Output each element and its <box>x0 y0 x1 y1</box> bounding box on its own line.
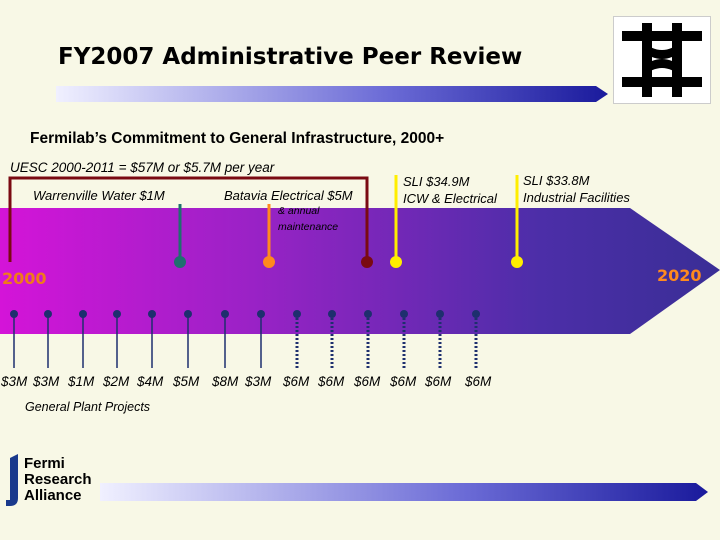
fra-line-2: Research <box>24 471 92 488</box>
timeline-arrow <box>0 208 720 334</box>
title-underline-bar <box>56 86 608 102</box>
gpp-tick-dot <box>472 310 480 318</box>
slide-subtitle: Fermilab’s Commitment to General Infrast… <box>30 130 445 147</box>
gpp-tick-dot <box>293 310 301 318</box>
gpp-ticks <box>10 310 480 368</box>
uesc-bracket <box>8 176 369 262</box>
funding-amount: $6M <box>390 374 417 389</box>
gpp-tick-dot <box>328 310 336 318</box>
gpp-tick-dot <box>400 310 408 318</box>
warrenville-label: Warrenville Water $1M <box>33 188 165 203</box>
batavia-marker <box>263 256 275 268</box>
gpp-tick-dot <box>257 310 265 318</box>
fermilab-logo <box>613 16 711 104</box>
funding-amount: $6M <box>465 374 492 389</box>
sli-icw-label-line2: ICW & Electrical <box>403 191 497 206</box>
funding-amount: $3M <box>33 374 60 389</box>
page-title: FY2007 Administrative Peer Review <box>58 44 523 70</box>
batavia-sublabel-2: maintenance <box>278 221 339 233</box>
sli-icw-marker <box>390 256 402 268</box>
fra-line-1: Fermi <box>24 455 65 472</box>
batavia-label: Batavia Electrical $5M <box>224 188 353 203</box>
funding-amount: $3M <box>245 374 272 389</box>
gpp-tick-dot <box>10 310 18 318</box>
batavia-sublabel-1: & annual <box>278 205 320 217</box>
footer-bar <box>100 483 708 501</box>
timeline-end-year: 2020 <box>657 266 702 285</box>
gpp-tick-dot <box>436 310 444 318</box>
funding-amount: $8M <box>212 374 239 389</box>
funding-amount: $6M <box>425 374 452 389</box>
fra-logo-mark <box>6 454 18 506</box>
sli-industrial-label-line2: Industrial Facilities <box>523 190 630 205</box>
gpp-tick-dot <box>79 310 87 318</box>
sli-icw-label-line1: SLI $34.9M <box>403 174 470 189</box>
funding-amount: $1M <box>68 374 95 389</box>
funding-amount: $5M <box>173 374 200 389</box>
fra-line-3: Alliance <box>24 487 82 504</box>
funding-amount: $6M <box>318 374 345 389</box>
sli-industrial-label-line1: SLI $33.8M <box>523 173 590 188</box>
funding-amount: $2M <box>103 374 130 389</box>
funding-amount: $6M <box>283 374 310 389</box>
fra-logo-text: Fermi Research Alliance <box>24 456 92 504</box>
funding-amount: $3M <box>1 374 28 389</box>
uesc-marker <box>361 256 373 268</box>
gpp-tick-dot <box>148 310 156 318</box>
general-plant-projects-label: General Plant Projects <box>25 400 151 414</box>
funding-amount: $4M <box>137 374 164 389</box>
funding-amount: $6M <box>354 374 381 389</box>
timeline-start-year: 2000 <box>2 269 47 288</box>
warrenville-marker <box>174 256 186 268</box>
gpp-tick-dot <box>113 310 121 318</box>
sli-industrial-marker <box>511 256 523 268</box>
gpp-tick-dot <box>184 310 192 318</box>
gpp-tick-dot <box>44 310 52 318</box>
gpp-tick-dot <box>364 310 372 318</box>
uesc-label: UESC 2000-2011 = $57M or $5.7M per year <box>10 160 275 175</box>
gpp-tick-dot <box>221 310 229 318</box>
